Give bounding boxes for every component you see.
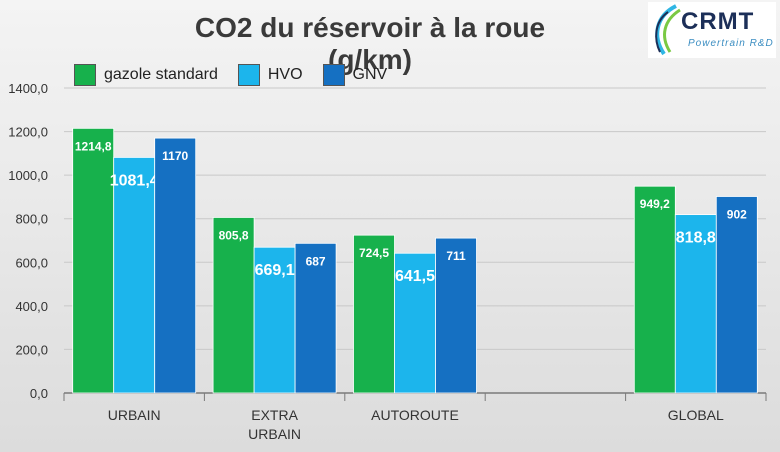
data-label: 1081,4 bbox=[110, 172, 159, 189]
y-tick-label: 1000,0 bbox=[8, 168, 48, 183]
logo-text: CRMT bbox=[681, 8, 755, 35]
logo-swirl-icon bbox=[655, 4, 681, 56]
logo-subtitle: Powertrain R&D bbox=[688, 38, 774, 49]
x-tick-label: GLOBAL bbox=[668, 407, 724, 423]
chart-title: CO2 du réservoir à la roue (g/km) bbox=[194, 12, 546, 75]
bar bbox=[394, 252, 436, 394]
legend-label-hvo: HVO bbox=[267, 66, 303, 83]
data-label: 949,2 bbox=[640, 197, 670, 211]
bar bbox=[353, 234, 395, 394]
bar bbox=[633, 185, 676, 394]
legend-label-gazole: gazole standard bbox=[104, 66, 218, 83]
bar bbox=[715, 196, 758, 394]
legend-item-gnv: GNV bbox=[322, 64, 388, 86]
bar bbox=[72, 127, 115, 394]
x-tick-label: AUTOROUTE bbox=[371, 407, 459, 423]
data-label: 669,1 bbox=[255, 262, 295, 279]
x-tick-label: URBAIN bbox=[248, 426, 301, 442]
data-label: 711 bbox=[446, 249, 466, 263]
bar bbox=[154, 137, 197, 394]
data-label: 687 bbox=[306, 254, 326, 268]
legend-swatch-gnv bbox=[322, 64, 345, 86]
bar bbox=[435, 237, 477, 394]
y-tick-label: 200,0 bbox=[15, 342, 48, 357]
x-tick-label: EXTRA bbox=[251, 407, 298, 423]
data-label: 805,8 bbox=[219, 228, 249, 242]
legend: gazole standard HVO GNV bbox=[74, 64, 387, 86]
data-label: 641,5 bbox=[395, 268, 435, 285]
data-label: 818,8 bbox=[676, 230, 716, 247]
y-tick-label: 1200,0 bbox=[8, 125, 48, 140]
data-label: 902 bbox=[727, 207, 747, 221]
y-tick-label: 1400,0 bbox=[8, 81, 48, 96]
bar bbox=[113, 157, 156, 394]
legend-item-hvo: HVO bbox=[237, 64, 303, 86]
legend-swatch-hvo bbox=[237, 64, 260, 86]
data-label: 1214,8 bbox=[75, 139, 112, 153]
bar bbox=[294, 242, 337, 394]
y-tick-label: 0,0 bbox=[30, 386, 48, 401]
y-tick-label: 800,0 bbox=[15, 212, 48, 227]
data-label: 724,5 bbox=[359, 246, 389, 260]
bar bbox=[674, 214, 717, 394]
y-tick-label: 400,0 bbox=[15, 299, 48, 314]
legend-swatch-gazole bbox=[74, 64, 96, 86]
x-tick-label: URBAIN bbox=[108, 407, 161, 423]
crmt-logo: CRMT Powertrain R&D bbox=[648, 2, 776, 58]
legend-label-gnv: GNV bbox=[352, 66, 388, 83]
y-tick-label: 600,0 bbox=[15, 255, 48, 270]
bar bbox=[212, 217, 255, 394]
data-label: 1170 bbox=[162, 149, 188, 163]
legend-item-gazole: gazole standard bbox=[74, 64, 218, 86]
